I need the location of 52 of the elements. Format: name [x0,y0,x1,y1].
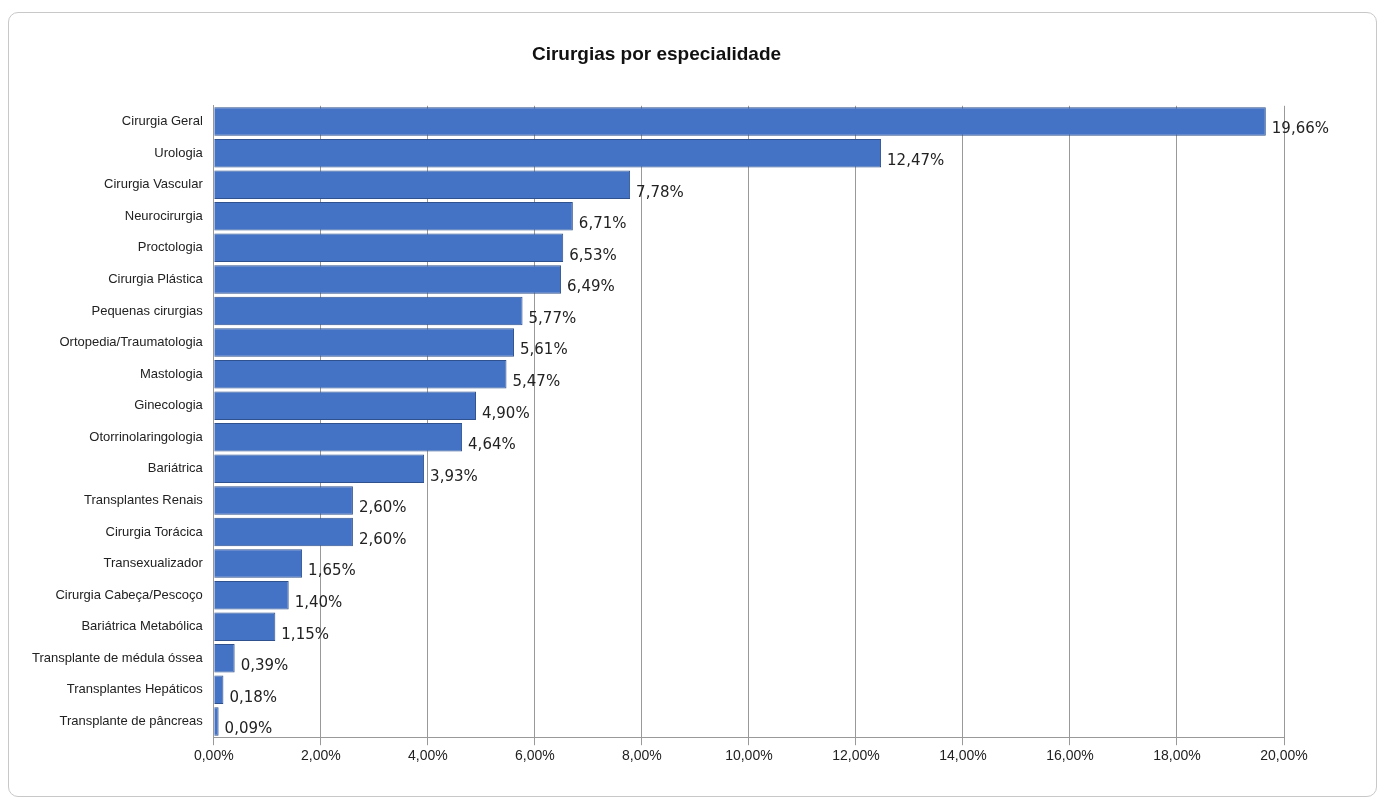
y-tick-label: Bariátrica Metabólica [81,618,204,634]
data-label: 5,61% [519,340,568,359]
data-label: 4,90% [481,403,530,422]
data-label: 3,93% [430,466,478,485]
x-tick-label: 12,00% [832,747,880,764]
x-tick-label: 8,00% [622,747,662,764]
x-tick-label: 20,00% [1260,747,1308,764]
y-tick-label: Proctologia [137,239,204,255]
data-label: 1,40% [294,593,343,612]
data-label: 0,39% [240,656,289,675]
data-label: 6,71% [578,214,627,233]
x-tick-label: 4,00% [407,747,448,764]
data-label: 2,60% [358,498,407,517]
data-label: 4,64% [468,435,516,454]
y-tick-label: Transplantes Hepáticos [66,681,204,697]
y-tick-label: Mastologia [139,365,204,381]
y-tick-label: Ginecologia [134,397,204,413]
y-tick-label: Neurocirurgia [124,207,204,223]
y-tick-label: Transplantes Renais [84,492,204,507]
x-tick-label: 10,00% [725,747,773,764]
x-tick-label: 0,00% [193,747,234,764]
data-label: 12,47% [887,151,945,170]
y-tick-label: Pequenas cirurgias [91,302,204,318]
y-tick-label: Ortopedia/Traumatologia [59,334,204,350]
data-label: 19,66% [1271,119,1330,138]
data-label: 1,65% [308,561,356,580]
y-tick-label: Cirurgia Geral [121,113,203,129]
y-tick-label: Cirurgia Vascular [104,176,204,192]
y-tick-label: Cirurgia Plástica [108,271,204,287]
data-label: 0,09% [224,719,273,738]
data-label: 5,47% [512,372,561,391]
data-label: 2,60% [358,529,407,548]
data-label: 0,18% [229,687,278,706]
data-label: 6,53% [569,245,617,264]
chart-title: Cirurgias por especialidade [531,42,782,64]
y-tick-label: Transexualizador [103,555,204,571]
y-tick-label: Transplante de médula óssea [31,649,204,665]
y-tick-label: Bariátrica [147,460,204,476]
y-tick-label: Otorrinolaringologia [89,428,204,444]
data-label: 1,15% [281,624,329,643]
x-tick-label: 6,00% [515,747,555,764]
x-tick-label: 2,00% [300,747,341,764]
x-tick-label: 18,00% [1153,747,1201,764]
y-tick-label: Cirurgia Torácica [105,523,204,539]
y-tick-label: Transplante de pâncreas [59,712,204,728]
y-tick-label: Urologia [154,144,204,160]
y-tick-label: Cirurgia Cabeça/Pescoço [55,586,203,602]
data-label: 6,49% [567,277,615,296]
x-tick-label: 16,00% [1046,747,1094,764]
data-label: 5,77% [528,308,577,327]
x-tick-label: 14,00% [939,747,987,764]
data-label: 7,78% [636,182,684,201]
